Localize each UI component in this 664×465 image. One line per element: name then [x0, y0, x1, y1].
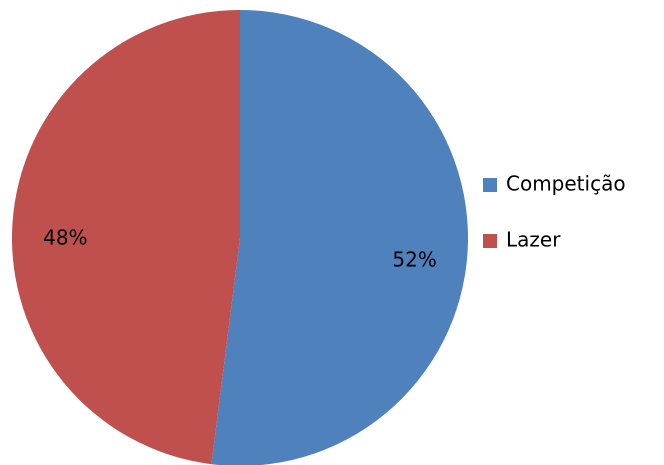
data-label: 52%: [392, 247, 436, 271]
legend-label: Competição: [506, 172, 626, 196]
legend-swatch: [483, 234, 497, 248]
legend-swatch: [483, 178, 497, 192]
legend-label: Lazer: [506, 228, 561, 252]
data-label: 48%: [43, 226, 87, 250]
pie-slice: [11, 9, 241, 465]
pie-slice: [211, 10, 468, 465]
